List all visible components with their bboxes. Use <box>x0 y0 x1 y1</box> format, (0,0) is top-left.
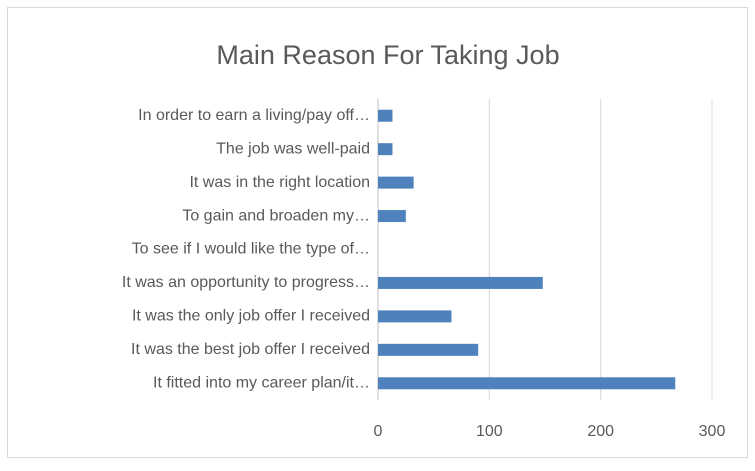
x-tick-label: 0 <box>374 423 383 440</box>
x-tick-label: 100 <box>476 423 503 440</box>
y-tick-label: In order to earn a living/pay off… <box>138 107 370 124</box>
y-tick-label: To gain and broaden my… <box>182 207 370 224</box>
bar <box>378 310 452 323</box>
y-tick-label: It was the only job offer I received <box>132 308 370 325</box>
y-tick-label: It fitted into my career plan/it… <box>153 374 370 391</box>
bar <box>378 210 406 223</box>
x-tick-label: 200 <box>587 423 614 440</box>
bar <box>378 143 393 156</box>
bar <box>378 377 676 390</box>
y-tick-label: It was the best job offer I received <box>131 341 370 358</box>
y-tick-label: The job was well-paid <box>216 140 370 157</box>
bar <box>378 109 393 122</box>
chart-title: Main Reason For Taking Job <box>216 40 559 70</box>
y-tick-label: It was in the right location <box>189 174 370 191</box>
bar <box>378 176 414 189</box>
y-tick-label: It was an opportunity to progress… <box>122 274 370 291</box>
x-tick-label: 300 <box>699 423 726 440</box>
bar <box>378 276 543 289</box>
bar <box>378 343 479 356</box>
y-tick-label: To see if I would like the type of… <box>132 241 370 258</box>
